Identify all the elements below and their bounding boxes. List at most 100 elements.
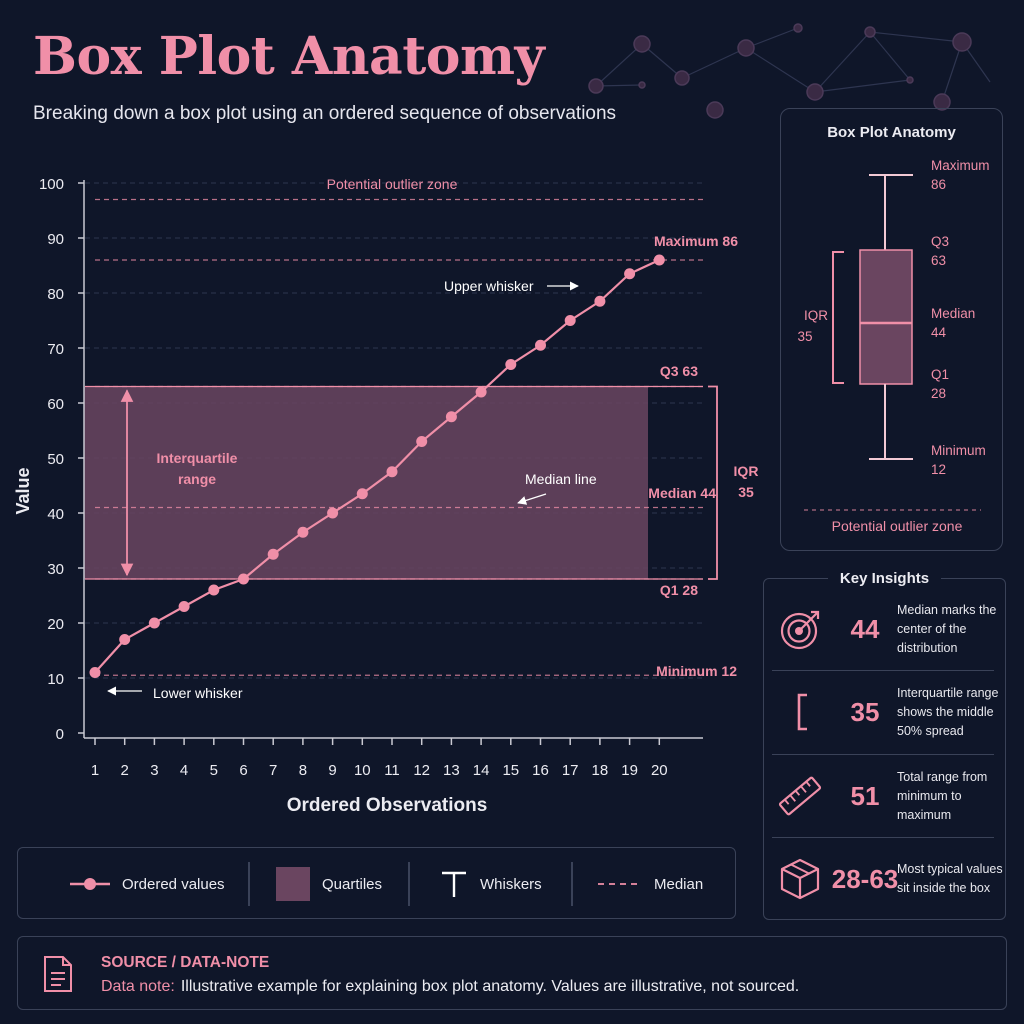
source-note: SOURCE / DATA-NOTE Data note: Illustrativ… — [17, 936, 1007, 1010]
insight-divider — [772, 754, 994, 755]
upper-whisker-label: Upper whisker — [444, 278, 534, 294]
network-decoration — [588, 23, 991, 119]
x-tick-label: 13 — [443, 762, 460, 779]
data-point — [475, 386, 487, 398]
x-tick-label: 9 — [328, 762, 336, 779]
page-subtitle: Breaking down a box plot using an ordere… — [33, 103, 617, 124]
median-line-arrow — [517, 493, 547, 505]
x-tick-label: 4 — [180, 762, 188, 779]
anatomy-panel: Box Plot Anatomy Maximum 86 Q3 63 Median… — [780, 108, 1003, 551]
data-point — [416, 436, 428, 447]
legend-item-median: Median — [598, 848, 703, 920]
chart-legend: Ordered values Quartiles Whiskers Median — [17, 847, 736, 919]
x-tick-label: 12 — [413, 762, 430, 779]
interquartile-label: range — [178, 471, 216, 487]
insight-iqr: 35 Interquartile range shows the middle … — [773, 671, 998, 753]
y-tick-label: 30 — [47, 561, 64, 578]
bracket-icon — [797, 693, 807, 731]
anatomy-outlier-label: Potential outlier zone — [832, 518, 963, 534]
data-point — [178, 601, 190, 612]
data-point — [89, 667, 101, 678]
x-tick-label: 20 — [651, 762, 668, 779]
data-point — [297, 526, 309, 538]
legend-label: Quartiles — [322, 875, 383, 893]
legend-item-ordered-values: Ordered values — [70, 848, 225, 920]
legend-divider — [571, 862, 573, 906]
y-tick-label: 70 — [47, 341, 64, 358]
anatomy-min-value: 12 — [931, 462, 946, 477]
anatomy-iqr-value: 35 — [797, 329, 812, 344]
anatomy-max-label: Maximum — [931, 158, 990, 173]
page-title: Box Plot Anatomy — [33, 26, 545, 87]
line-marker-icon — [70, 878, 110, 890]
insight-median-text: Median marks the center of the distribut… — [897, 602, 997, 655]
q3-label: Q3 63 — [660, 363, 698, 379]
x-tick-label: 15 — [502, 762, 519, 779]
data-point — [208, 584, 220, 596]
data-note-key: Data note: — [101, 978, 175, 995]
insight-median-value: 44 — [850, 613, 880, 644]
x-tick-label: 18 — [592, 762, 609, 779]
legend-label: Whiskers — [480, 875, 542, 893]
anatomy-max-value: 86 — [931, 177, 946, 192]
y-tick-label: 10 — [47, 671, 64, 688]
y-axis-title: Value — [13, 467, 33, 514]
minimum-label: Minimum 12 — [656, 663, 737, 679]
iqr-box — [84, 386, 648, 579]
data-point — [267, 548, 279, 560]
anatomy-q3-value: 63 — [931, 253, 946, 268]
ruler-icon — [778, 776, 822, 816]
data-point — [564, 315, 576, 326]
lower-whisker-label: Lower whisker — [153, 685, 243, 701]
insight-divider — [772, 670, 994, 671]
data-point — [119, 634, 131, 645]
x-tick-label: 17 — [562, 762, 579, 779]
insight-box-text: Most typical values sit inside the box — [897, 862, 1003, 895]
y-tick-label: 90 — [47, 231, 64, 248]
data-point — [386, 466, 398, 478]
data-point — [356, 488, 368, 500]
data-point — [445, 411, 457, 423]
x-tick-label: 3 — [150, 762, 158, 779]
data-line — [94, 259, 660, 674]
anatomy-min-label: Minimum — [931, 443, 986, 458]
insight-box: 28-63 Most typical values sit inside the… — [773, 838, 1003, 920]
insight-box-value: 28-63 — [831, 863, 899, 894]
document-icon — [44, 956, 72, 992]
x-tick-label: 5 — [210, 762, 218, 779]
anatomy-q3-label: Q3 — [931, 234, 949, 249]
anatomy-iqr-bracket — [832, 251, 844, 384]
legend-item-whiskers: Whiskers — [440, 848, 542, 920]
maximum-label: Maximum 86 — [654, 233, 738, 249]
insight-range: 51 Total range from minimum to maximum — [773, 755, 995, 837]
x-tick-label: 1 — [91, 762, 99, 779]
data-point — [505, 359, 517, 370]
data-point — [535, 339, 546, 351]
y-tick-label: 0 — [56, 726, 64, 743]
iqr-label: IQR — [734, 463, 759, 479]
legend-item-quartiles: Quartiles — [276, 848, 382, 920]
data-point — [624, 268, 636, 280]
x-axis-title: Ordered Observations — [287, 795, 488, 816]
legend-label: Ordered values — [122, 875, 225, 893]
y-tick-label: 60 — [47, 396, 64, 413]
median-label: Median 44 — [648, 485, 716, 501]
box-swatch-icon — [276, 867, 310, 901]
outlier-zone-label: Potential outlier zone — [327, 176, 458, 192]
insight-range-value: 51 — [850, 780, 880, 811]
legend-label: Median — [654, 875, 704, 893]
insights-panel: Key Insights — [763, 570, 1006, 920]
target-icon — [780, 610, 820, 650]
x-tick-label: 2 — [121, 762, 129, 779]
data-point — [148, 617, 160, 629]
anatomy-q1-value: 28 — [931, 386, 946, 401]
x-tick-label: 14 — [473, 762, 490, 779]
insight-iqr-text: Interquartile range shows the middle 50%… — [897, 685, 999, 738]
x-tick-label: 8 — [299, 762, 307, 779]
anatomy-panel-title: Box Plot Anatomy — [827, 124, 956, 141]
data-point — [594, 295, 606, 307]
x-tick-label: 19 — [621, 762, 638, 779]
legend-divider — [248, 862, 250, 906]
x-tick-label: 11 — [384, 762, 400, 779]
source-heading: SOURCE / DATA-NOTE — [101, 954, 270, 971]
